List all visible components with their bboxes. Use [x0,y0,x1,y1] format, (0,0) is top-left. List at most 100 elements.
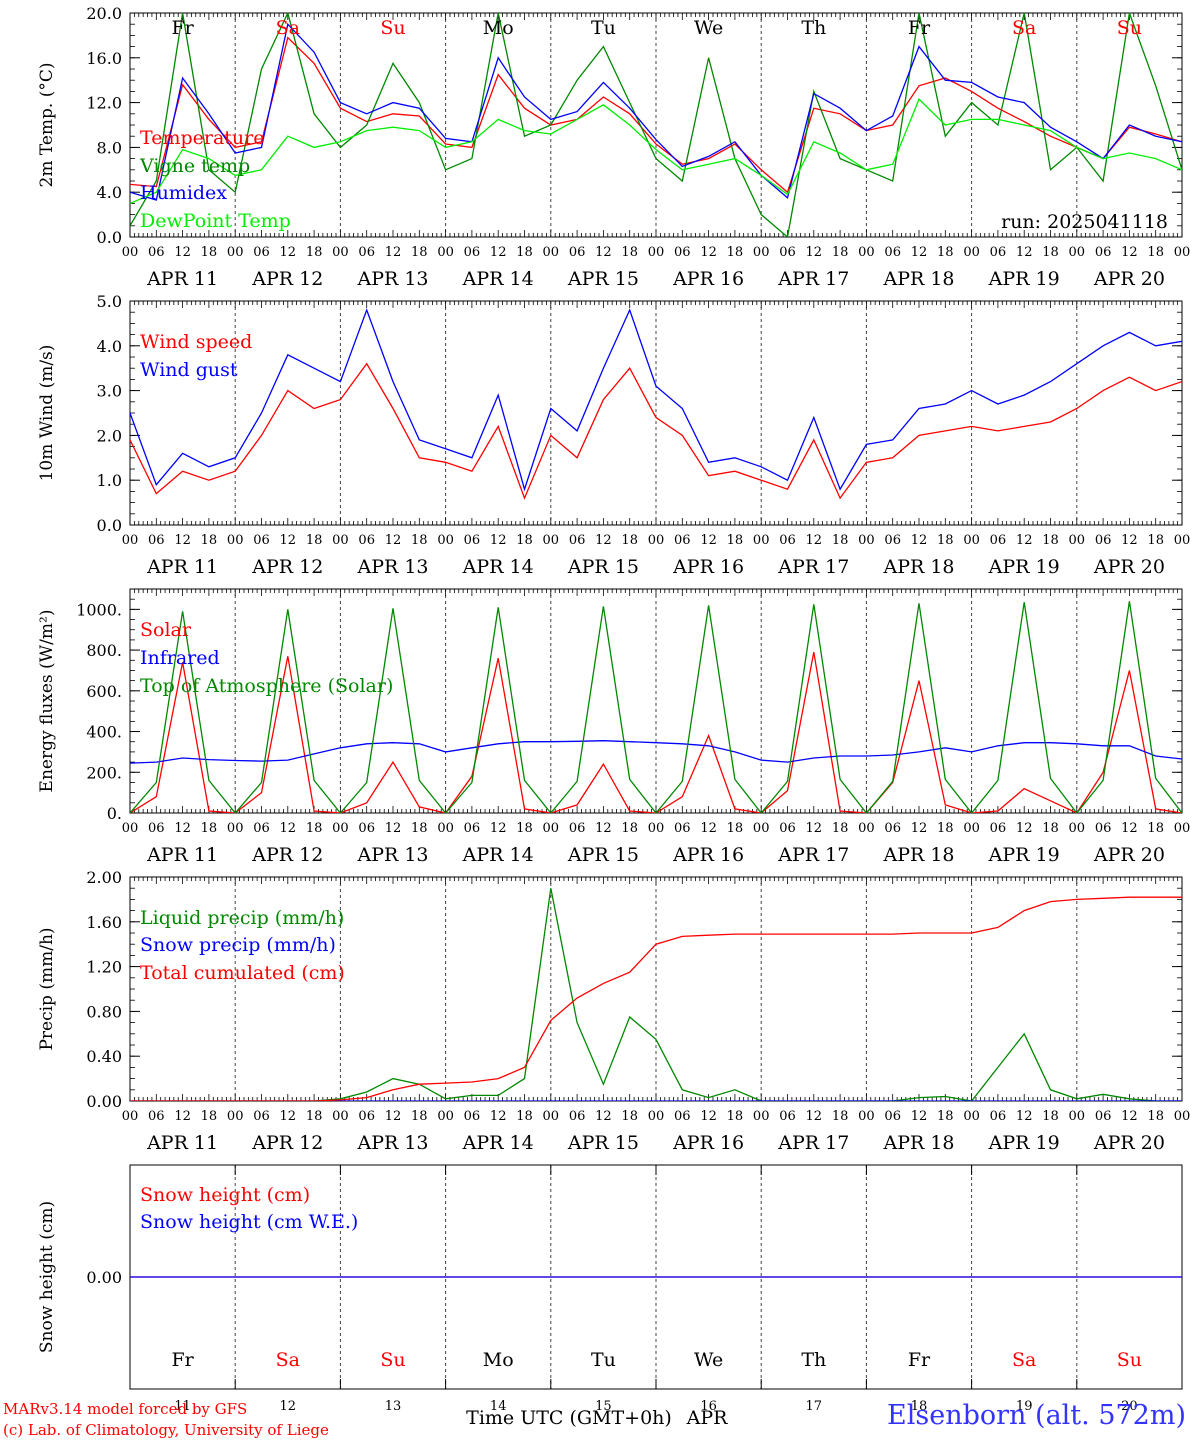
x-hour-label: 18 [727,245,744,260]
x-hour-label: 06 [990,821,1007,836]
series-line-total-cumulated-cm [130,896,1182,1101]
x-hour-label: 18 [937,533,954,548]
x-hour-label: 18 [516,821,533,836]
x-hour-label: 00 [437,821,454,836]
x-hour-label: 00 [753,821,770,836]
y-tick-label: 0.40 [86,1047,122,1066]
x-date-label: APR 19 [988,1132,1060,1154]
x-date-label: APR 15 [567,556,639,578]
y-tick-label: 1.60 [86,913,122,932]
x-hour-label: 12 [1016,1109,1033,1124]
series-line-top-of-atmosphere-solar [130,601,1182,813]
legend-humidex: Humidex [140,182,227,204]
y-axis-label: Snow height (cm) [37,1201,57,1353]
x-hour-label: 00 [648,821,665,836]
x-hour-label: 12 [385,533,402,548]
y-tick-label: 5.0 [97,292,122,311]
x-date-label: APR 15 [567,844,639,866]
legend-temperature: Temperature [140,127,264,149]
x-date-label: APR 12 [251,268,323,290]
day-number-label: 14 [490,1399,507,1414]
legend-snow-height-cm: Snow height (cm) [140,1184,310,1206]
x-date-label: APR 20 [1093,844,1165,866]
y-tick-label: 0.00 [86,1092,122,1111]
x-hour-label: 06 [148,821,165,836]
x-hour-label: 00 [963,245,980,260]
x-hour-label: 18 [306,821,323,836]
x-hour-label: 00 [1069,821,1086,836]
x-hour-label: 12 [1121,1109,1138,1124]
x-hour-label: 06 [148,245,165,260]
day-number-label: 16 [700,1399,717,1414]
x-date-label: APR 13 [356,556,428,578]
x-hour-label: 12 [280,821,297,836]
x-hour-label: 00 [753,533,770,548]
x-date-label: APR 17 [777,556,849,578]
y-tick-label: 2.00 [86,868,122,887]
x-hour-label: 06 [779,245,796,260]
series-line-temperature [130,36,1182,194]
x-hour-label: 06 [358,821,375,836]
x-hour-label: 06 [1095,821,1112,836]
x-hour-label: 12 [174,1109,191,1124]
x-hour-label: 18 [727,1109,744,1124]
legend-dewpoint-temp: DewPoint Temp [140,210,291,232]
x-hour-label: 00 [1069,245,1086,260]
x-hour-label: 00 [332,245,349,260]
x-hour-label: 12 [595,1109,612,1124]
x-date-label: APR 18 [882,1132,954,1154]
day-number-label: 15 [595,1399,612,1414]
x-hour-label: 12 [595,245,612,260]
model-credit-line2: (c) Lab. of Climatology, University of L… [3,1421,329,1439]
x-date-label: APR 19 [988,268,1060,290]
x-hour-label: 00 [648,1109,665,1124]
x-date-label: APR 11 [146,556,218,578]
day-name-label: Th [801,1349,826,1371]
x-hour-label: 18 [1042,821,1059,836]
y-axis-label: 2m Temp. (°C) [37,62,57,187]
x-date-label: APR 20 [1093,268,1165,290]
x-hour-label: 06 [464,245,481,260]
x-date-label: APR 20 [1093,1132,1165,1154]
day-name-label: Fr [171,1349,194,1371]
x-hour-label: 12 [1016,821,1033,836]
y-axis-label: 10m Wind (m/s) [37,345,57,482]
y-axis-label: Precip (mm/h) [37,927,57,1050]
x-hour-label: 06 [884,533,901,548]
x-hour-label: 18 [306,533,323,548]
day-number-label: 17 [806,1399,823,1414]
x-hour-label: 00 [543,1109,560,1124]
x-date-label: APR 17 [777,844,849,866]
x-hour-label: 06 [569,245,586,260]
x-date-label: APR 11 [146,1132,218,1154]
day-name-label: Mo [483,17,514,39]
x-hour-label: 00 [858,1109,875,1124]
day-name-label: Su [380,17,405,39]
x-hour-label: 06 [884,245,901,260]
x-hour-label: 18 [937,245,954,260]
x-hour-label: 06 [253,1109,270,1124]
x-hour-label: 12 [700,245,717,260]
y-tick-label: 1.0 [97,471,122,490]
y-tick-label: 200. [86,763,122,782]
x-date-label: APR 14 [462,1132,534,1154]
legend-vigne-temp: Vigne temp [139,155,250,177]
x-hour-label: 12 [174,533,191,548]
x-hour-label: 12 [490,245,507,260]
y-tick-label: 4.0 [97,183,122,202]
x-hour-label: 06 [253,245,270,260]
x-hour-label: 18 [621,821,638,836]
x-hour-label: 12 [490,821,507,836]
x-hour-label: 12 [385,821,402,836]
x-date-label: APR 17 [777,1132,849,1154]
x-date-label: APR 13 [356,844,428,866]
x-hour-label: 18 [201,245,218,260]
x-hour-label: 12 [1121,533,1138,548]
day-number-label: 11 [174,1399,191,1414]
x-hour-label: 00 [858,245,875,260]
day-number-label: 19 [1016,1399,1033,1414]
x-hour-label: 12 [700,533,717,548]
x-hour-label: 00 [753,1109,770,1124]
day-name-label: We [694,1349,723,1371]
day-number-label: 13 [385,1399,402,1414]
